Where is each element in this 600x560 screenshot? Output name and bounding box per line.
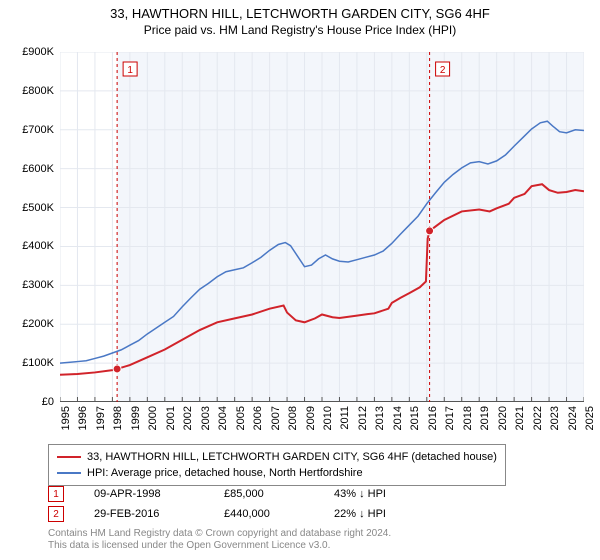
marker-row: 1 09-APR-1998 £85,000 43% ↓ HPI (48, 484, 434, 504)
x-tick-label: 1999 (130, 406, 142, 430)
x-tick-label: 2021 (514, 406, 526, 430)
x-tick-label: 2023 (549, 406, 561, 430)
footer-line-2: This data is licensed under the Open Gov… (48, 540, 391, 552)
marker-date: 29-FEB-2016 (94, 508, 194, 520)
x-tick-label: 2022 (532, 406, 544, 430)
footer-line-1: Contains HM Land Registry data © Crown c… (48, 528, 391, 540)
legend-box: 33, HAWTHORN HILL, LETCHWORTH GARDEN CIT… (48, 444, 506, 486)
x-tick-label: 2001 (165, 406, 177, 430)
chart-container: 33, HAWTHORN HILL, LETCHWORTH GARDEN CIT… (0, 0, 600, 560)
x-tick-label: 2019 (479, 406, 491, 430)
x-tick-label: 2010 (322, 406, 334, 430)
x-tick-label: 2025 (584, 406, 596, 430)
title-subtitle: Price paid vs. HM Land Registry's House … (0, 23, 600, 37)
x-tick-label: 2002 (182, 406, 194, 430)
marker-row: 2 29-FEB-2016 £440,000 22% ↓ HPI (48, 504, 434, 524)
x-tick-label: 2015 (409, 406, 421, 430)
x-tick-label: 1997 (95, 406, 107, 430)
y-tick-label: £200K (22, 318, 54, 330)
y-tick-label: £800K (22, 85, 54, 97)
marker-id-box: 2 (48, 506, 64, 522)
x-tick-label: 2006 (252, 406, 264, 430)
x-axis: 1995 1996 1997 1998 1999 2000 2001 2002 2003 2004… (60, 402, 584, 442)
marker-diff: 22% ↓ HPI (334, 508, 434, 520)
x-tick-label: 2005 (235, 406, 247, 430)
x-tick-label: 2003 (200, 406, 212, 430)
x-tick-label: 2009 (305, 406, 317, 430)
y-tick-label: £700K (22, 124, 54, 136)
y-tick-label: £900K (22, 46, 54, 58)
x-tick-label: 2012 (357, 406, 369, 430)
y-tick-label: £400K (22, 240, 54, 252)
x-tick-label: 2008 (287, 406, 299, 430)
marker-date: 09-APR-1998 (94, 488, 194, 500)
markers-table: 1 09-APR-1998 £85,000 43% ↓ HPI 2 29-FEB-2016… (48, 484, 434, 524)
x-tick-label: 2016 (427, 406, 439, 430)
marker-price: £85,000 (224, 488, 304, 500)
x-tick-label: 2020 (497, 406, 509, 430)
svg-text:1: 1 (127, 65, 133, 76)
x-tick-label: 1996 (77, 406, 89, 430)
y-tick-label: £0 (42, 396, 54, 408)
marker-id-box: 1 (48, 486, 64, 502)
x-tick-label: 1995 (60, 406, 72, 430)
y-axis: £0£100K£200K£300K£400K£500K£600K£700K£80… (0, 52, 60, 402)
x-tick-label: 2017 (444, 406, 456, 430)
title-address: 33, HAWTHORN HILL, LETCHWORTH GARDEN CIT… (0, 6, 600, 21)
chart-svg: 12 (60, 52, 584, 402)
legend-swatch (57, 472, 81, 474)
chart-area: 12 (60, 52, 584, 402)
legend-row: HPI: Average price, detached house, Nort… (57, 465, 497, 481)
legend-row: 33, HAWTHORN HILL, LETCHWORTH GARDEN CIT… (57, 449, 497, 465)
marker-diff: 43% ↓ HPI (334, 488, 434, 500)
x-tick-label: 2014 (392, 406, 404, 430)
title-block: 33, HAWTHORN HILL, LETCHWORTH GARDEN CIT… (0, 0, 600, 37)
legend-label: HPI: Average price, detached house, Nort… (87, 465, 363, 481)
legend-label: 33, HAWTHORN HILL, LETCHWORTH GARDEN CIT… (87, 449, 497, 465)
svg-text:2: 2 (440, 65, 446, 76)
x-tick-label: 2011 (339, 406, 351, 430)
marker-price: £440,000 (224, 508, 304, 520)
legend-swatch (57, 456, 81, 458)
y-tick-label: £300K (22, 279, 54, 291)
x-tick-label: 2018 (462, 406, 474, 430)
x-tick-label: 2007 (270, 406, 282, 430)
x-tick-label: 2013 (374, 406, 386, 430)
x-tick-label: 1998 (112, 406, 124, 430)
y-tick-label: £500K (22, 202, 54, 214)
x-tick-label: 2024 (567, 406, 579, 430)
y-tick-label: £100K (22, 357, 54, 369)
y-tick-label: £600K (22, 163, 54, 175)
x-tick-label: 2000 (147, 406, 159, 430)
footer-attribution: Contains HM Land Registry data © Crown c… (48, 528, 391, 552)
x-tick-label: 2004 (217, 406, 229, 430)
